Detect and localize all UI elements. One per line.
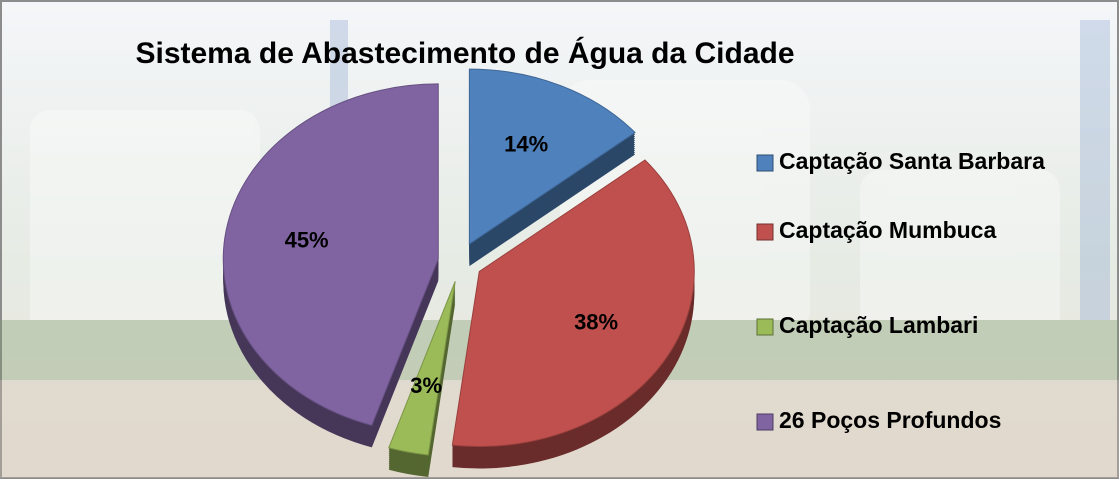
slice-top [388,281,456,456]
pie-slice [222,83,439,448]
legend-label: Captação Lambari [779,312,978,338]
legend-swatch [756,413,774,431]
data-label: 38% [574,310,618,335]
legend-swatch [756,154,774,172]
slice-top [222,83,439,426]
legend-label: 26 Poços Profundos [779,407,1001,433]
pie-slice [468,68,636,267]
data-label: 3% [410,373,442,398]
legend-swatch [756,318,774,336]
pie-slice [451,159,695,469]
slice-top [468,68,636,246]
data-label: 14% [504,132,548,157]
legend-label: Captação Santa Barbara [779,148,1045,174]
data-label: 45% [285,228,329,253]
slice-top [451,159,695,448]
legend-swatch [756,223,774,241]
chart-title: Sistema de Abastecimento de Água da Cida… [135,36,794,70]
legend-label: Captação Mumbuca [779,217,996,243]
pie-slice [388,281,456,477]
